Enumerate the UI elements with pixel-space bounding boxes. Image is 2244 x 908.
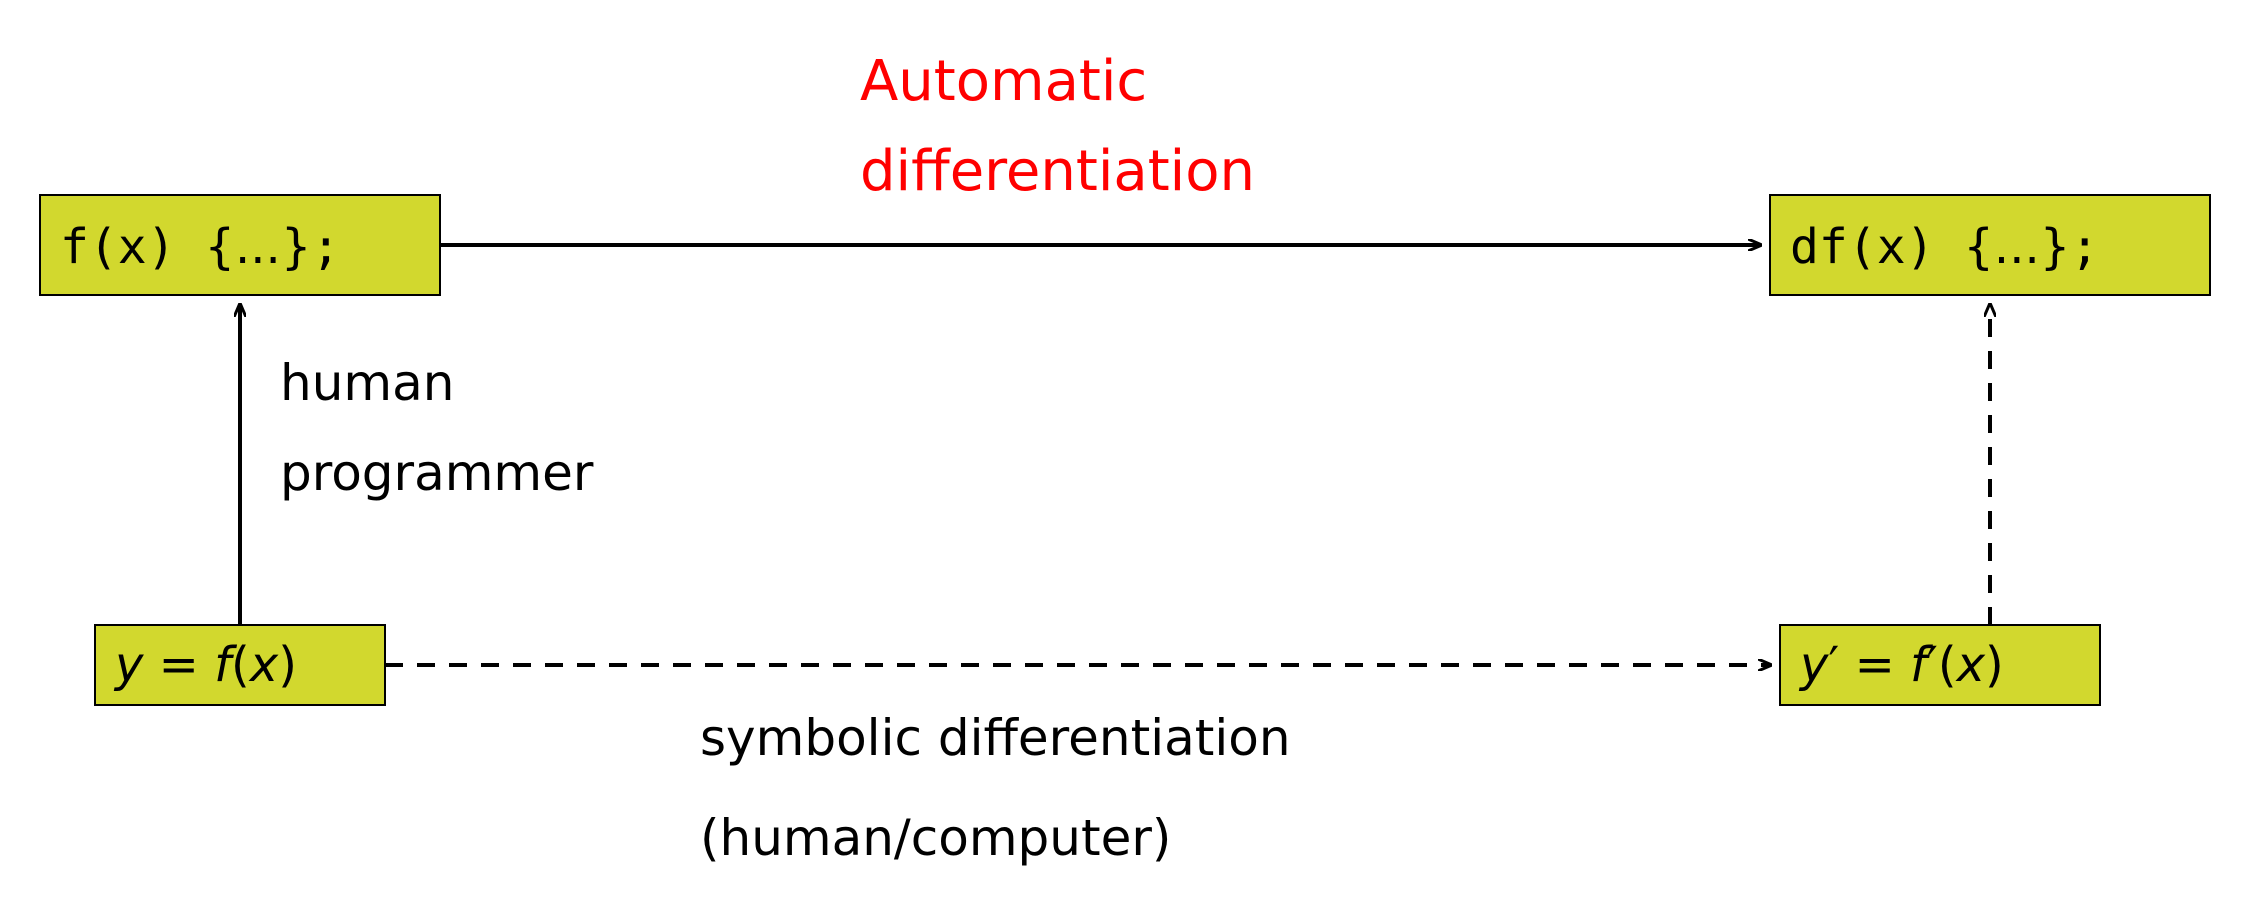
node-dfx-text-tail: ; [2070, 219, 2099, 275]
edge-label-symbolic-line1: symbolic differentiation [700, 709, 1291, 767]
edge-label-automatic-line2: differentiation [860, 139, 1255, 204]
node-yfx-math: y = f(x) y = f(x) [0, 0, 385, 705]
diagram-canvas: Automatic differentiation human programm… [0, 0, 2244, 908]
edge-label-symbolic-line2: (human/computer) [700, 809, 1171, 867]
node-fx-text-tail: ; [311, 219, 340, 275]
node-fx-code: f(x) {...}; [40, 195, 440, 295]
svg-text:f(x) {...};: f(x) {...}; [60, 219, 340, 275]
edge-label-human-line1: human [280, 354, 454, 412]
node-dfx-code: df(x) {...}; [1770, 195, 2210, 295]
edge-label-automatic-line1: Automatic [860, 49, 1147, 114]
node-fx-text-mono: f(x) [60, 219, 205, 275]
svg-text:y = f(x): y = f(x) [113, 637, 297, 693]
node-fx-text-brace: {...} [205, 219, 312, 275]
svg-text:df(x) {...};: df(x) {...}; [1790, 219, 2099, 275]
node-dfx-text-brace: {...} [1963, 219, 2070, 275]
edge-label-human-line2: programmer [280, 444, 594, 502]
svg-text:y′ = f′(x): y′ = f′(x) [1798, 637, 2004, 693]
node-dfx-text-mono: df(x) [1790, 219, 1963, 275]
